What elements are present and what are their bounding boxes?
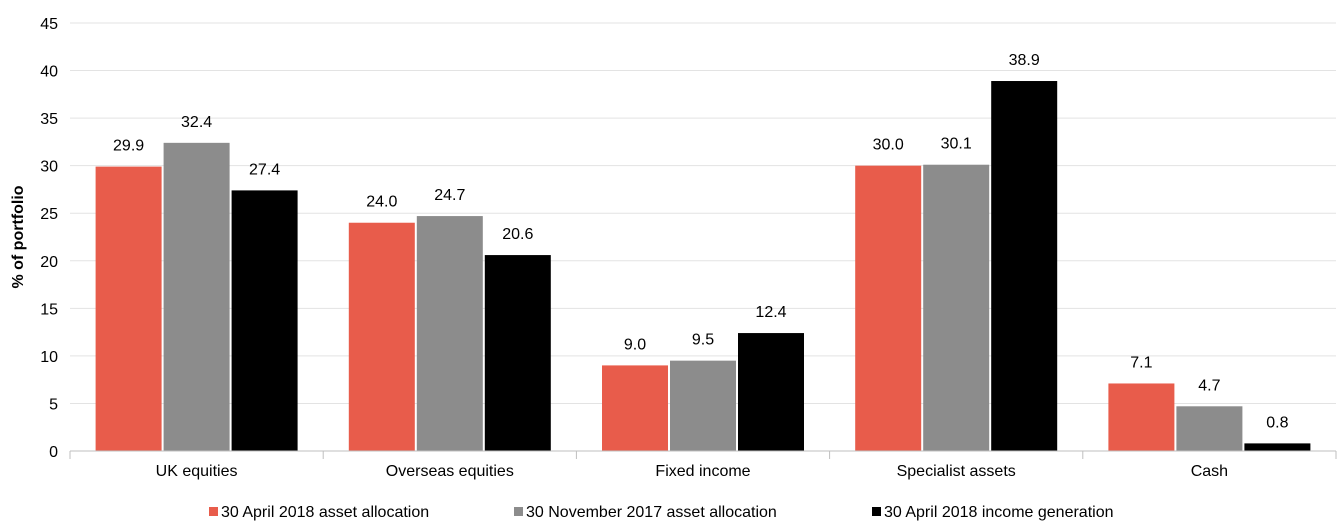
bar <box>855 165 922 451</box>
bar <box>991 81 1058 452</box>
data-label: 9.5 <box>692 332 714 349</box>
legend: 30 April 2018 asset allocation 30 Novembe… <box>209 504 1114 521</box>
y-axis-title: % of portfolio <box>10 185 27 288</box>
bar <box>95 166 162 451</box>
y-tick-label: 20 <box>40 254 58 271</box>
value-labels: 29.9 32.4 27.4 24.0 24.7 20.6 9.0 9.5 12.4 30.0 30… <box>113 52 1289 431</box>
axes: 0 5 10 15 20 25 30 35 40 45 UK equities Overseas eq… <box>40 16 1337 480</box>
bar <box>670 360 736 451</box>
y-tick-label: 40 <box>40 64 58 81</box>
data-label: 7.1 <box>1130 354 1152 371</box>
bar <box>484 255 551 451</box>
legend-label: 30 November 2017 asset allocation <box>526 504 777 521</box>
x-tick-label: Overseas equities <box>386 463 514 480</box>
data-label: 30.1 <box>941 136 972 153</box>
data-label: 29.9 <box>113 138 144 155</box>
data-label: 4.7 <box>1198 377 1220 394</box>
bar <box>738 333 804 451</box>
legend-swatch <box>514 507 523 516</box>
data-label: 0.8 <box>1266 414 1288 431</box>
x-tick-label: Cash <box>1191 463 1228 480</box>
data-label: 30.0 <box>873 137 904 154</box>
bar <box>231 190 298 451</box>
data-label: 12.4 <box>755 304 786 321</box>
x-tick-label: Fixed income <box>655 463 750 480</box>
y-tick-label: 10 <box>40 349 58 366</box>
bar <box>1176 406 1243 451</box>
y-tick-label: 5 <box>49 396 58 413</box>
data-label: 9.0 <box>624 336 646 353</box>
bar <box>1244 443 1311 451</box>
legend-swatch <box>872 507 881 516</box>
data-label: 27.4 <box>249 161 280 178</box>
bars <box>95 81 1311 452</box>
data-label: 32.4 <box>181 114 212 131</box>
data-label: 24.0 <box>366 194 397 211</box>
data-label: 38.9 <box>1009 52 1040 69</box>
y-tick-label: 15 <box>40 301 58 318</box>
bar <box>348 222 415 451</box>
bar <box>416 216 483 451</box>
y-tick-label: 25 <box>40 206 58 223</box>
x-tick-label: Specialist assets <box>897 463 1016 480</box>
x-tick-label: UK equities <box>156 463 238 480</box>
y-tick-label: 30 <box>40 159 58 176</box>
bar <box>1108 383 1175 451</box>
legend-swatch <box>209 507 218 516</box>
bar <box>163 142 230 451</box>
data-label: 24.7 <box>434 187 465 204</box>
y-tick-label: 0 <box>49 444 58 461</box>
bar <box>602 365 668 451</box>
bar <box>923 164 990 451</box>
y-tick-label: 35 <box>40 111 58 128</box>
legend-label: 30 April 2018 asset allocation <box>221 504 429 521</box>
legend-label: 30 April 2018 income generation <box>884 504 1114 521</box>
data-label: 20.6 <box>502 226 533 243</box>
y-tick-label: 45 <box>40 16 58 33</box>
